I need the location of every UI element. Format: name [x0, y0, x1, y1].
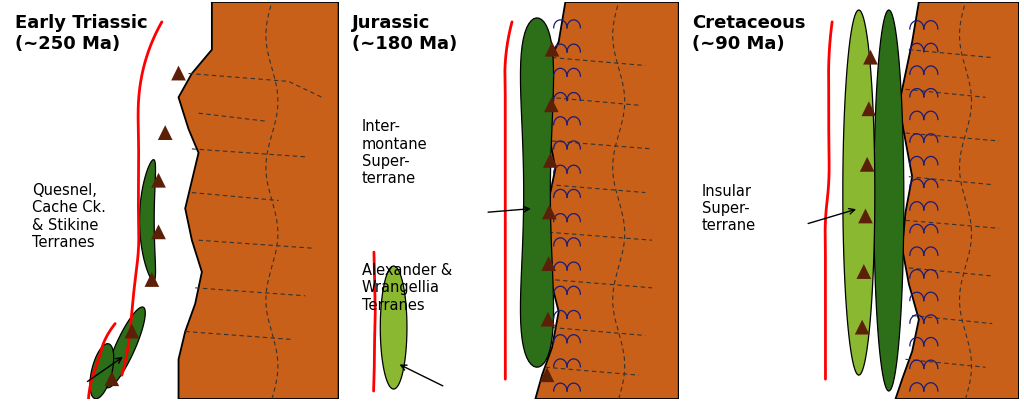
Polygon shape: [369, 373, 384, 374]
Text: Insular
Super-
terrane: Insular Super- terrane: [702, 184, 756, 233]
Polygon shape: [127, 308, 142, 310]
Text: Alexander &
Wrangellia
Terranes: Alexander & Wrangellia Terranes: [361, 263, 453, 313]
Polygon shape: [178, 2, 339, 399]
Polygon shape: [855, 320, 869, 334]
Polygon shape: [520, 18, 554, 367]
Polygon shape: [90, 344, 114, 399]
Text: Cretaceous
(~90 Ma): Cretaceous (~90 Ma): [692, 14, 806, 53]
Polygon shape: [380, 266, 407, 389]
Polygon shape: [536, 2, 679, 399]
Polygon shape: [896, 2, 1019, 399]
Text: Jurassic
(~180 Ma): Jurassic (~180 Ma): [352, 14, 457, 53]
Polygon shape: [135, 83, 151, 86]
Polygon shape: [105, 307, 145, 388]
Polygon shape: [856, 264, 871, 279]
Polygon shape: [503, 40, 517, 43]
Polygon shape: [144, 272, 159, 287]
Polygon shape: [545, 42, 559, 57]
Polygon shape: [873, 10, 904, 391]
Polygon shape: [542, 256, 556, 271]
Polygon shape: [125, 324, 139, 338]
Polygon shape: [825, 41, 840, 43]
Polygon shape: [104, 371, 119, 386]
Text: Inter-
montane
Super-
terrane: Inter- montane Super- terrane: [361, 119, 428, 186]
Polygon shape: [543, 153, 558, 168]
Polygon shape: [822, 200, 837, 202]
Polygon shape: [540, 367, 554, 382]
Polygon shape: [94, 357, 108, 364]
Polygon shape: [152, 173, 166, 188]
Polygon shape: [152, 225, 166, 239]
Polygon shape: [158, 125, 172, 140]
Polygon shape: [858, 209, 872, 223]
Polygon shape: [544, 97, 559, 112]
Polygon shape: [843, 10, 874, 375]
Polygon shape: [103, 331, 116, 341]
Polygon shape: [132, 263, 147, 266]
Polygon shape: [542, 205, 557, 219]
Polygon shape: [122, 352, 137, 356]
Polygon shape: [863, 50, 878, 65]
Polygon shape: [541, 312, 555, 326]
Polygon shape: [824, 160, 839, 161]
Polygon shape: [860, 157, 874, 172]
Polygon shape: [139, 160, 156, 281]
Text: Early Triassic
(~250 Ma): Early Triassic (~250 Ma): [15, 14, 147, 53]
Text: Quesnel,
Cache Ck.
& Stikine
Terranes: Quesnel, Cache Ck. & Stikine Terranes: [32, 183, 105, 250]
Polygon shape: [861, 101, 877, 116]
Polygon shape: [85, 384, 100, 388]
Polygon shape: [147, 38, 161, 47]
Polygon shape: [500, 80, 515, 81]
Polygon shape: [171, 66, 186, 81]
